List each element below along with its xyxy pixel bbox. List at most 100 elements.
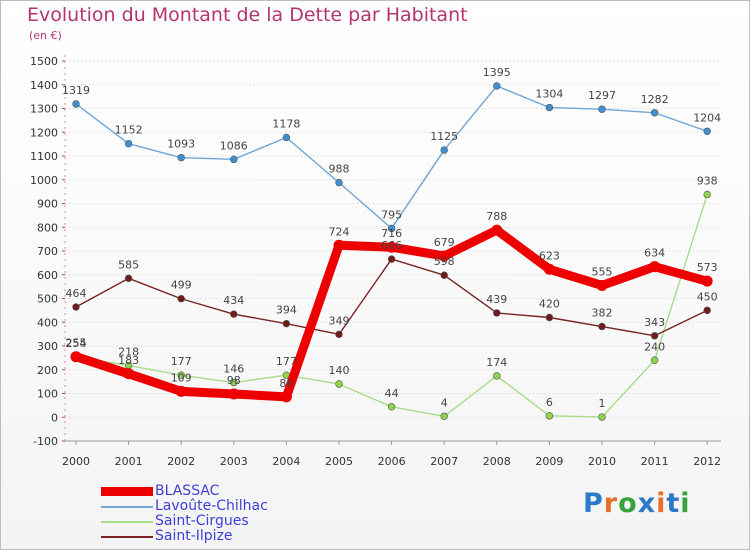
data-label: 254 (66, 337, 87, 350)
data-point (701, 275, 713, 287)
data-label: 555 (592, 265, 613, 278)
data-point (230, 155, 238, 164)
data-label: 573 (697, 261, 718, 274)
data-point (282, 133, 291, 142)
y-tick-label: 0 (51, 411, 58, 424)
data-label: 146 (223, 363, 244, 376)
data-label: 795 (381, 208, 402, 221)
data-point (545, 103, 554, 112)
data-point (72, 303, 80, 311)
legend-label: Lavoûte-Chilhac (155, 498, 268, 514)
x-tick-label: 2011 (641, 455, 669, 468)
data-label: 1152 (115, 124, 143, 137)
data-label: 109 (171, 371, 192, 384)
data-point (70, 351, 82, 363)
data-point (123, 368, 135, 380)
data-label: 499 (171, 279, 192, 292)
x-tick-label: 2006 (378, 455, 406, 468)
data-label: 434 (223, 294, 244, 307)
legend-swatch (101, 487, 153, 496)
data-point (177, 153, 185, 162)
y-tick-label: 1200 (30, 126, 58, 139)
x-tick-label: 2010 (588, 455, 616, 468)
x-tick-label: 2005 (325, 455, 353, 468)
data-point (650, 332, 659, 340)
data-point (440, 146, 448, 154)
data-point (545, 313, 554, 322)
data-point (545, 412, 554, 420)
x-tick-label: 2003 (220, 455, 248, 468)
data-label: 1282 (641, 93, 669, 106)
x-tick-label: 2001 (115, 455, 143, 468)
data-label: 174 (486, 356, 507, 369)
data-point (72, 100, 80, 108)
legend-label: Saint-Ilpize (155, 528, 233, 544)
data-label: 255 (66, 337, 87, 350)
legend-label: BLASSAC (155, 483, 220, 499)
data-label: 1304 (535, 88, 563, 101)
logo-letter: o (618, 488, 638, 519)
data-label: 86 (279, 377, 293, 390)
y-tick-label: 400 (37, 316, 58, 329)
data-label: 666 (381, 239, 402, 252)
data-label: 439 (486, 293, 507, 306)
data-label: 382 (592, 307, 613, 320)
data-point (230, 310, 238, 318)
data-point (650, 109, 659, 117)
legend-label: Saint-Cirgues (155, 513, 249, 529)
data-point (703, 127, 711, 136)
data-point (543, 263, 555, 275)
y-tick-label: -100 (33, 435, 58, 448)
data-label: 177 (276, 355, 297, 368)
logo-letter: r (603, 488, 619, 519)
data-label: 679 (434, 236, 455, 249)
data-label: 450 (697, 290, 718, 303)
data-point (282, 319, 291, 328)
data-label: 394 (276, 304, 297, 317)
data-label: 44 (385, 387, 399, 400)
y-tick-label: 300 (37, 340, 58, 353)
data-point (649, 261, 661, 273)
y-tick-label: 800 (37, 221, 58, 234)
data-label: 420 (539, 298, 560, 311)
data-label: 464 (66, 287, 87, 300)
data-point (598, 413, 606, 421)
series-line-3 (75, 258, 708, 337)
chart-subtitle: (en €) (29, 29, 62, 42)
logo-letter: t (666, 488, 681, 519)
data-label: 585 (118, 258, 139, 271)
y-tick-label: 1300 (30, 103, 58, 116)
data-label: 716 (381, 227, 402, 240)
data-point (493, 372, 501, 380)
data-label: 1204 (693, 111, 721, 124)
data-label: 4 (441, 396, 448, 409)
data-label: 1319 (62, 84, 90, 97)
y-tick-label: 900 (37, 198, 58, 211)
data-label: 598 (434, 255, 455, 268)
x-tick-label: 2002 (167, 455, 195, 468)
data-point (335, 178, 343, 187)
data-point (124, 274, 133, 283)
data-label: 634 (644, 247, 665, 260)
data-point (650, 356, 659, 364)
legend-swatch (101, 536, 153, 538)
y-tick-label: 700 (37, 245, 58, 258)
data-point (438, 250, 450, 262)
data-point (387, 403, 396, 411)
data-point (387, 224, 396, 233)
data-point (335, 330, 343, 339)
data-label: 218 (118, 345, 139, 358)
data-point (175, 385, 187, 397)
data-point (703, 306, 711, 315)
data-point (177, 295, 185, 303)
x-tick-label: 2000 (62, 455, 90, 468)
legend-swatch (101, 521, 153, 523)
data-point (596, 279, 608, 291)
data-point (280, 391, 292, 403)
data-point (440, 412, 448, 420)
chart-title: Evolution du Montant de la Dette par Hab… (27, 4, 468, 26)
data-label: 183 (118, 354, 139, 367)
y-tick-label: 100 (37, 388, 58, 401)
